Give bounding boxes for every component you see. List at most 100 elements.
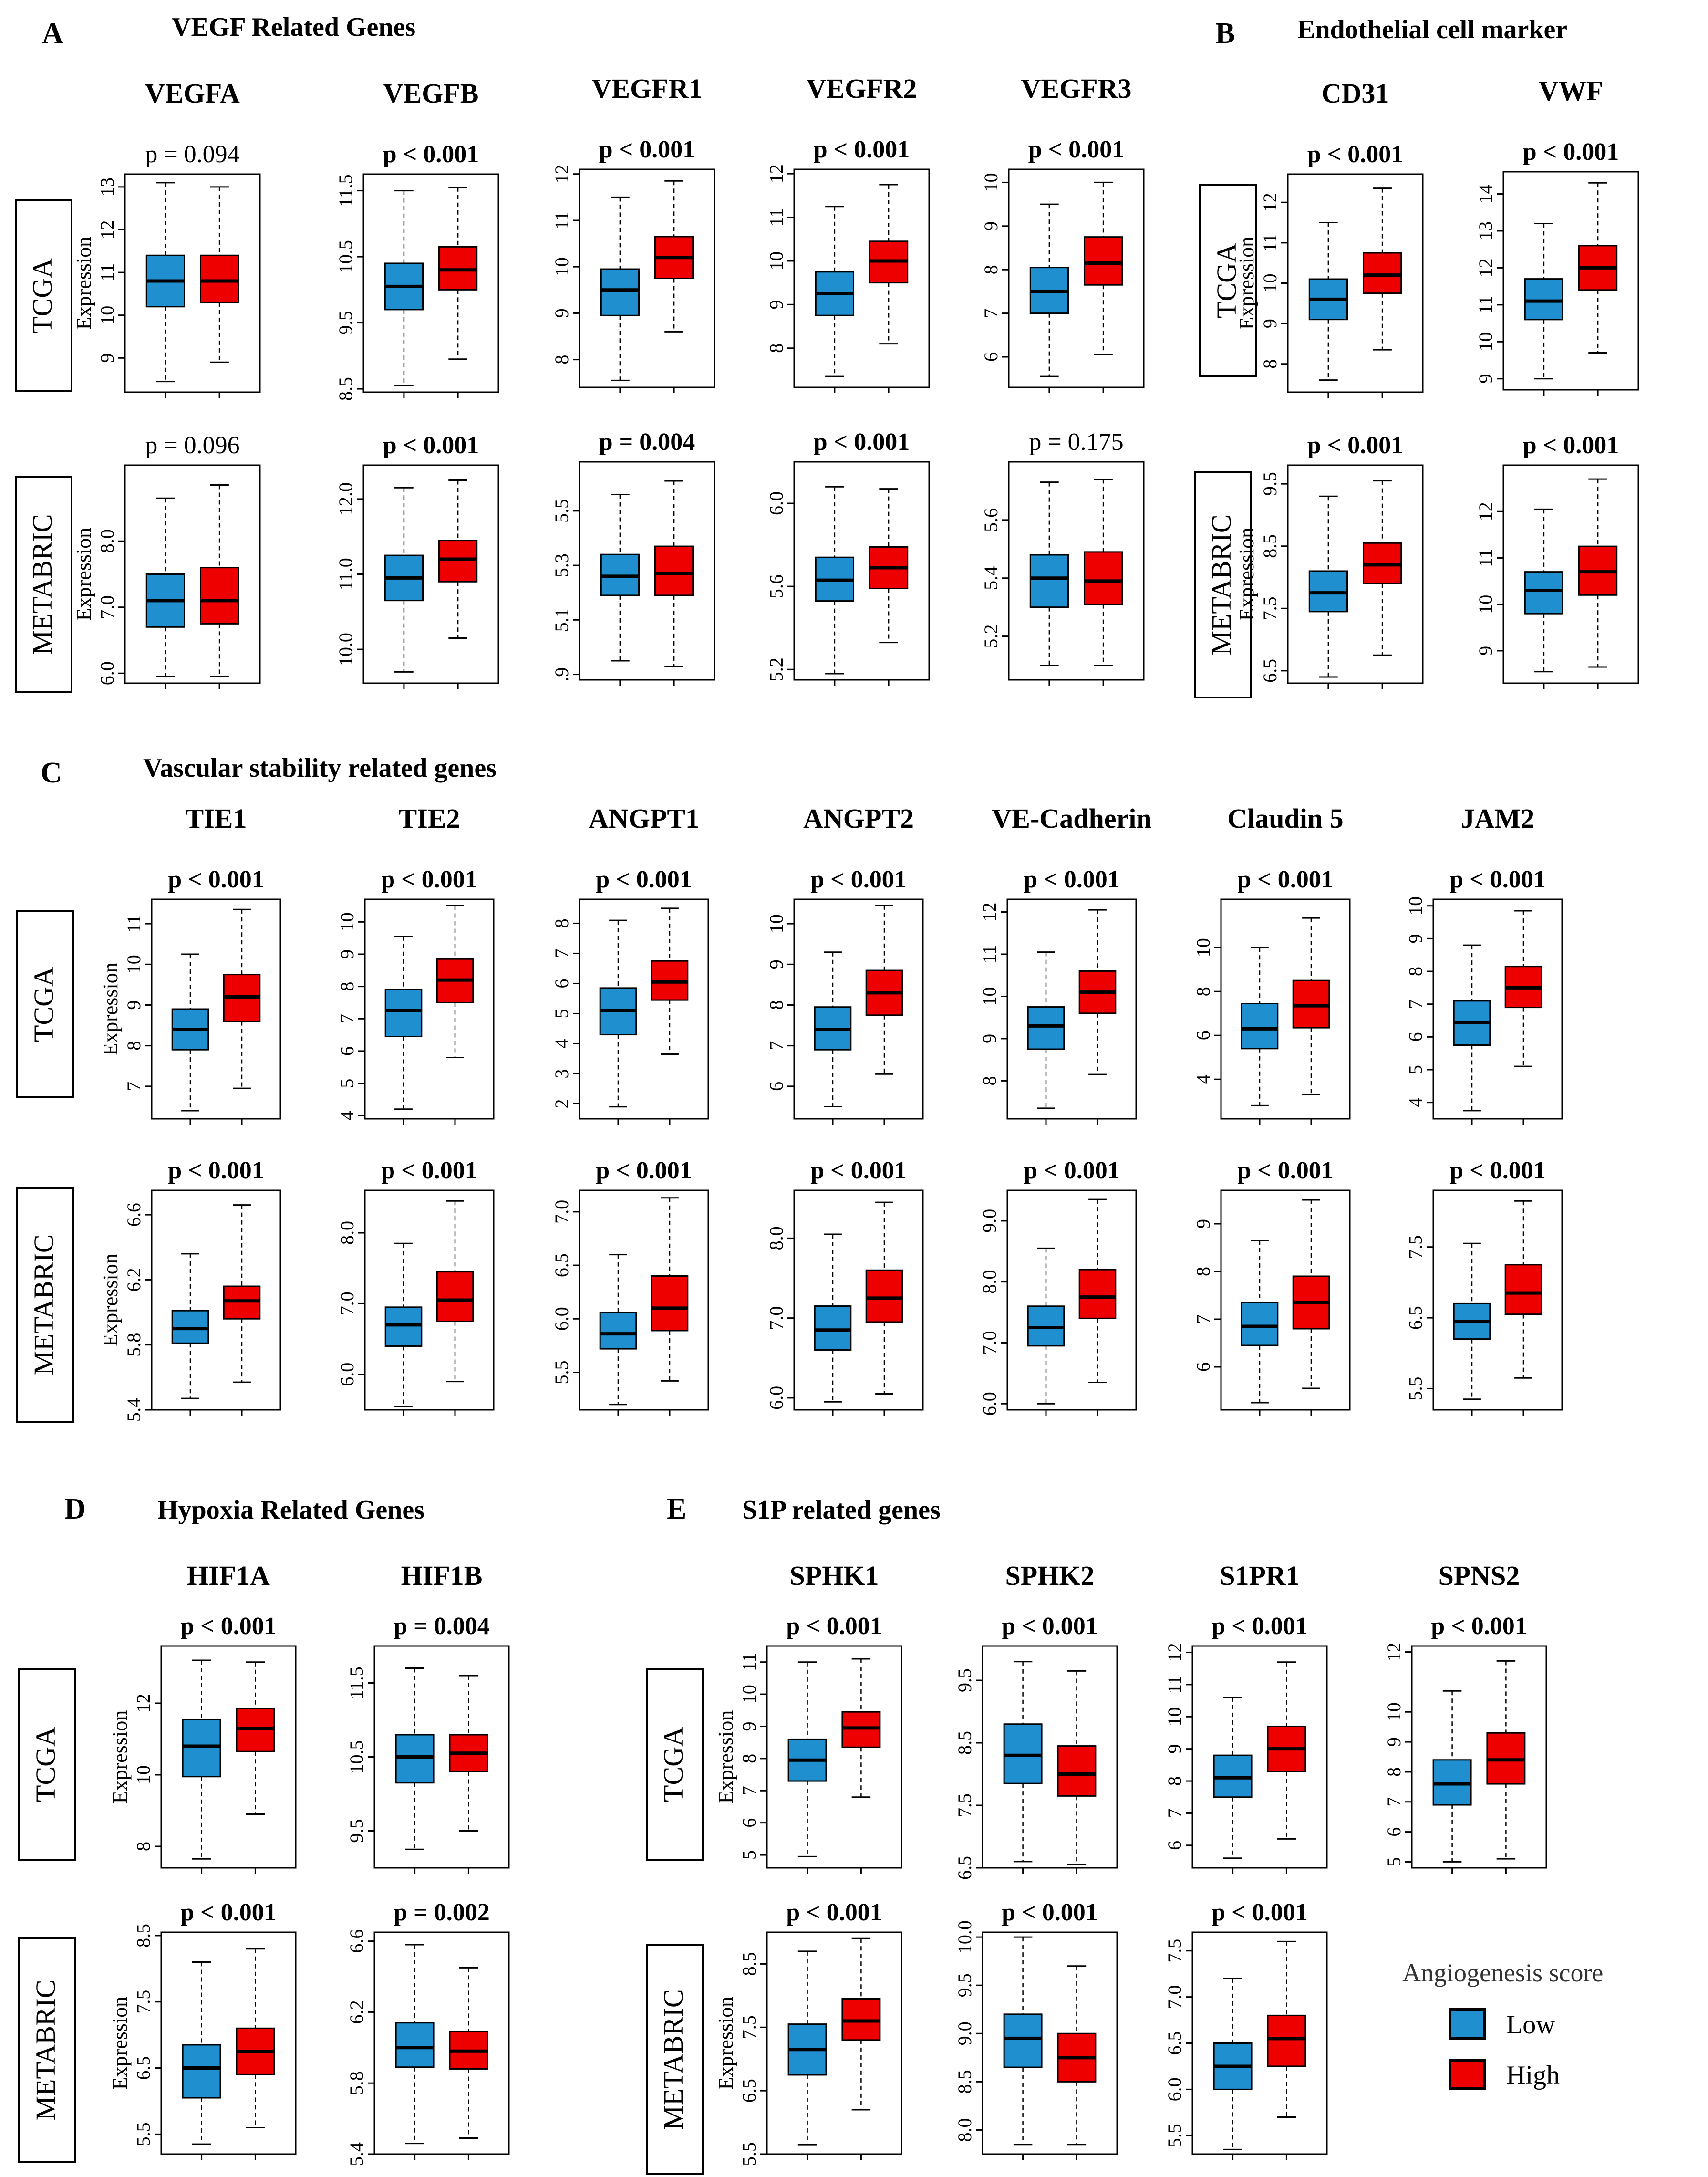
ytick-label-a-tcga-vegfr1: 9: [551, 308, 572, 318]
svg-text:METABRIC: METABRIC: [30, 1979, 61, 2120]
ylabel-c-metabric-tie1: Expression: [99, 1253, 122, 1347]
ytick-label-b-tcga-cd31: 9: [1259, 319, 1281, 328]
pvalue-c-tcga-claudin-5: p < 0.001: [1237, 866, 1334, 893]
ytick-label-c-tcga-angpt1: 5: [551, 1009, 572, 1018]
iqr-box: [182, 2044, 221, 2099]
ytick-label-e-tcga-s1pr1: 8: [1164, 1776, 1185, 1786]
plot-frame-d-metabric-hif1b: [373, 1931, 510, 2155]
plot-frame-c-metabric-tie2: [364, 1189, 495, 1411]
boxplot-a-tcga-vegfa: VEGFA p = 0.094 9 10 11 12 13 Expression: [72, 78, 261, 398]
boxplot-c-metabric-tie1: p < 0.001 5.4 5.8 6.2 6.6 Expression: [99, 1157, 281, 1422]
ylabel-b-metabric-cd31: Expression: [1235, 528, 1258, 621]
ytick-label-a-tcga-vegfa: 11: [96, 263, 118, 282]
ytick-label-c-tcga-jam2: 7: [1405, 1000, 1426, 1009]
ytick-label-b-tcga-vwf: 9: [1475, 374, 1496, 384]
section-letter-d: D: [64, 1493, 86, 1525]
ytick-label-d-metabric-hif1a: 8.5: [133, 1924, 154, 1948]
plot-frame-c-metabric-claudin-5: [1220, 1189, 1351, 1411]
ytick-label-c-metabric-ve-cadherin: 8.0: [979, 1270, 1000, 1294]
ytick-label-d-metabric-hif1b: 5.4: [346, 2142, 367, 2166]
box-low-a-tcga-vegfr2: [815, 206, 855, 377]
pvalue-c-metabric-jam2: p < 0.001: [1449, 1157, 1546, 1184]
ytick-label-e-tcga-sphk1: 8: [738, 1754, 760, 1763]
ytick-label-a-tcga-vegfr2: 8: [766, 344, 787, 353]
ytick-label-a-tcga-vegfr3: 9: [980, 221, 1002, 231]
iqr-box: [1083, 236, 1123, 286]
plot-frame-c-tcga-angpt2: [793, 898, 924, 1120]
box-high-c-tcga-angpt1: [651, 907, 689, 1055]
boxplot-c-tcga-angpt1: ANGPT1 p < 0.001 2 3 4 5 6 7 8: [551, 803, 709, 1125]
plot-frame-c-tcga-tie2: [364, 898, 495, 1120]
box-low-b-metabric-vwf: [1524, 508, 1564, 673]
boxplot-c-metabric-jam2: p < 0.001 5.5 6.5 7.5: [1405, 1157, 1563, 1416]
gene-title-sphk1: SPHK1: [790, 1560, 879, 1591]
box-high-c-metabric-ve-cadherin: [1078, 1198, 1117, 1383]
ytick-label-c-tcga-ve-cadherin: 11: [979, 945, 1000, 964]
plot-frame-b-tcga-cd31: [1287, 173, 1424, 393]
gene-title-s1pr1: S1PR1: [1220, 1560, 1300, 1591]
plot-frame-a-tcga-vegfr2: [793, 168, 930, 388]
boxplot-d-metabric-hif1b: p = 0.002 5.4 5.8 6.2 6.6: [346, 1899, 510, 2166]
box-high-b-metabric-vwf: [1578, 478, 1618, 668]
pvalue-c-metabric-ve-cadherin: p < 0.001: [1024, 1157, 1120, 1184]
ytick-label-d-tcga-hif1b: 9.5: [346, 1819, 367, 1843]
ytick-label-e-metabric-sphk2: 9.0: [954, 2021, 975, 2045]
ytick-label-d-tcga-hif1a: 12: [133, 1694, 154, 1713]
ytick-label-a-metabric-vegfb: 10.0: [335, 633, 356, 666]
box-low-a-metabric-vegfa: [145, 497, 186, 677]
ytick-label-c-tcga-ve-cadherin: 9: [979, 1034, 1000, 1043]
boxplot-a-metabric-vegfr1: p = 0.004 .9 5.1 5.3 5.5: [551, 428, 715, 686]
box-low-c-metabric-claudin-5: [1241, 1240, 1279, 1404]
boxplot-c-metabric-angpt2: p < 0.001 6.0 7.0 8.0: [766, 1157, 924, 1416]
box-high-b-tcga-vwf: [1578, 182, 1618, 354]
plot-frame-a-metabric-vegfb: [362, 464, 499, 684]
plot-frame-c-metabric-angpt1: [579, 1189, 709, 1411]
boxplot-c-tcga-angpt2: ANGPT2 p < 0.001 6 7 8 9 10: [766, 803, 924, 1125]
box-high-d-metabric-hif1a: [236, 1948, 275, 2128]
pvalue-a-metabric-vegfa: p = 0.096: [145, 432, 239, 459]
plot-frame-e-metabric-sphk1: [766, 1931, 902, 2155]
boxplot-a-metabric-vegfr3: p = 0.175 5.2 5.4 5.6: [980, 428, 1145, 686]
box-low-b-tcga-cd31: [1308, 222, 1348, 381]
ytick-label-d-metabric-hif1b: 6.6: [346, 1929, 367, 1953]
ytick-label-c-metabric-ve-cadherin: 9.0: [979, 1209, 1000, 1233]
ytick-label-b-metabric-vwf: 9: [1475, 646, 1496, 656]
ytick-label-b-metabric-vwf: 12: [1475, 502, 1496, 521]
cohort-label-a-tcga: TCGA: [15, 199, 72, 392]
ytick-label-a-tcga-vegfb: 11.5: [335, 174, 356, 207]
ytick-label-c-metabric-claudin-5: 9: [1192, 1219, 1214, 1229]
ytick-label-a-tcga-vegfr3: 6: [980, 352, 1002, 362]
ytick-label-e-tcga-spns2: 7: [1383, 1797, 1405, 1807]
pvalue-c-metabric-tie2: p < 0.001: [381, 1157, 477, 1184]
plot-frame-e-tcga-sphk2: [982, 1645, 1118, 1869]
box-low-c-metabric-angpt2: [814, 1233, 852, 1403]
plot-frame-e-tcga-s1pr1: [1191, 1645, 1328, 1869]
box-low-c-tcga-angpt2: [814, 951, 852, 1107]
plot-frame-e-tcga-sphk1: [766, 1645, 902, 1869]
svg-text:TCGA: TCGA: [658, 1727, 689, 1802]
ytick-label-e-tcga-s1pr1: 9: [1164, 1744, 1185, 1754]
box-high-c-metabric-tie2: [436, 1200, 474, 1383]
ytick-label-c-tcga-jam2: 9: [1405, 934, 1426, 943]
box-low-d-metabric-hif1b: [395, 1944, 435, 2145]
ytick-label-c-tcga-tie1: 11: [123, 915, 145, 933]
ytick-label-b-tcga-cd31: 11: [1259, 234, 1281, 252]
ytick-label-c-metabric-jam2: 7.5: [1405, 1235, 1426, 1259]
pvalue-e-tcga-sphk1: p < 0.001: [786, 1613, 882, 1640]
cohort-label-d-tcga: TCGA: [18, 1668, 76, 1861]
svg-text:METABRIC: METABRIC: [1206, 514, 1237, 655]
iqr-box: [384, 1306, 423, 1347]
box-high-a-tcga-vegfr1: [654, 180, 694, 333]
box-high-a-metabric-vegfr1: [654, 480, 694, 667]
plot-frame-b-metabric-vwf: [1502, 464, 1639, 684]
ytick-label-e-tcga-sphk2: 7.5: [954, 1793, 975, 1817]
box-low-c-tcga-angpt1: [599, 919, 637, 1108]
ytick-label-d-tcga-hif1a: 10: [133, 1765, 154, 1784]
ytick-label-b-metabric-cd31: 8.5: [1259, 534, 1281, 558]
ytick-label-c-metabric-tie2: 7.0: [336, 1292, 358, 1315]
ytick-label-a-metabric-vegfr1: .9: [551, 667, 572, 682]
ytick-label-a-tcga-vegfr2: 9: [766, 300, 787, 309]
gene-title-claudin-5: Claudin 5: [1227, 803, 1343, 834]
ytick-label-e-tcga-sphk1: 6: [738, 1818, 760, 1828]
gene-title-angpt2: ANGPT2: [803, 803, 914, 834]
